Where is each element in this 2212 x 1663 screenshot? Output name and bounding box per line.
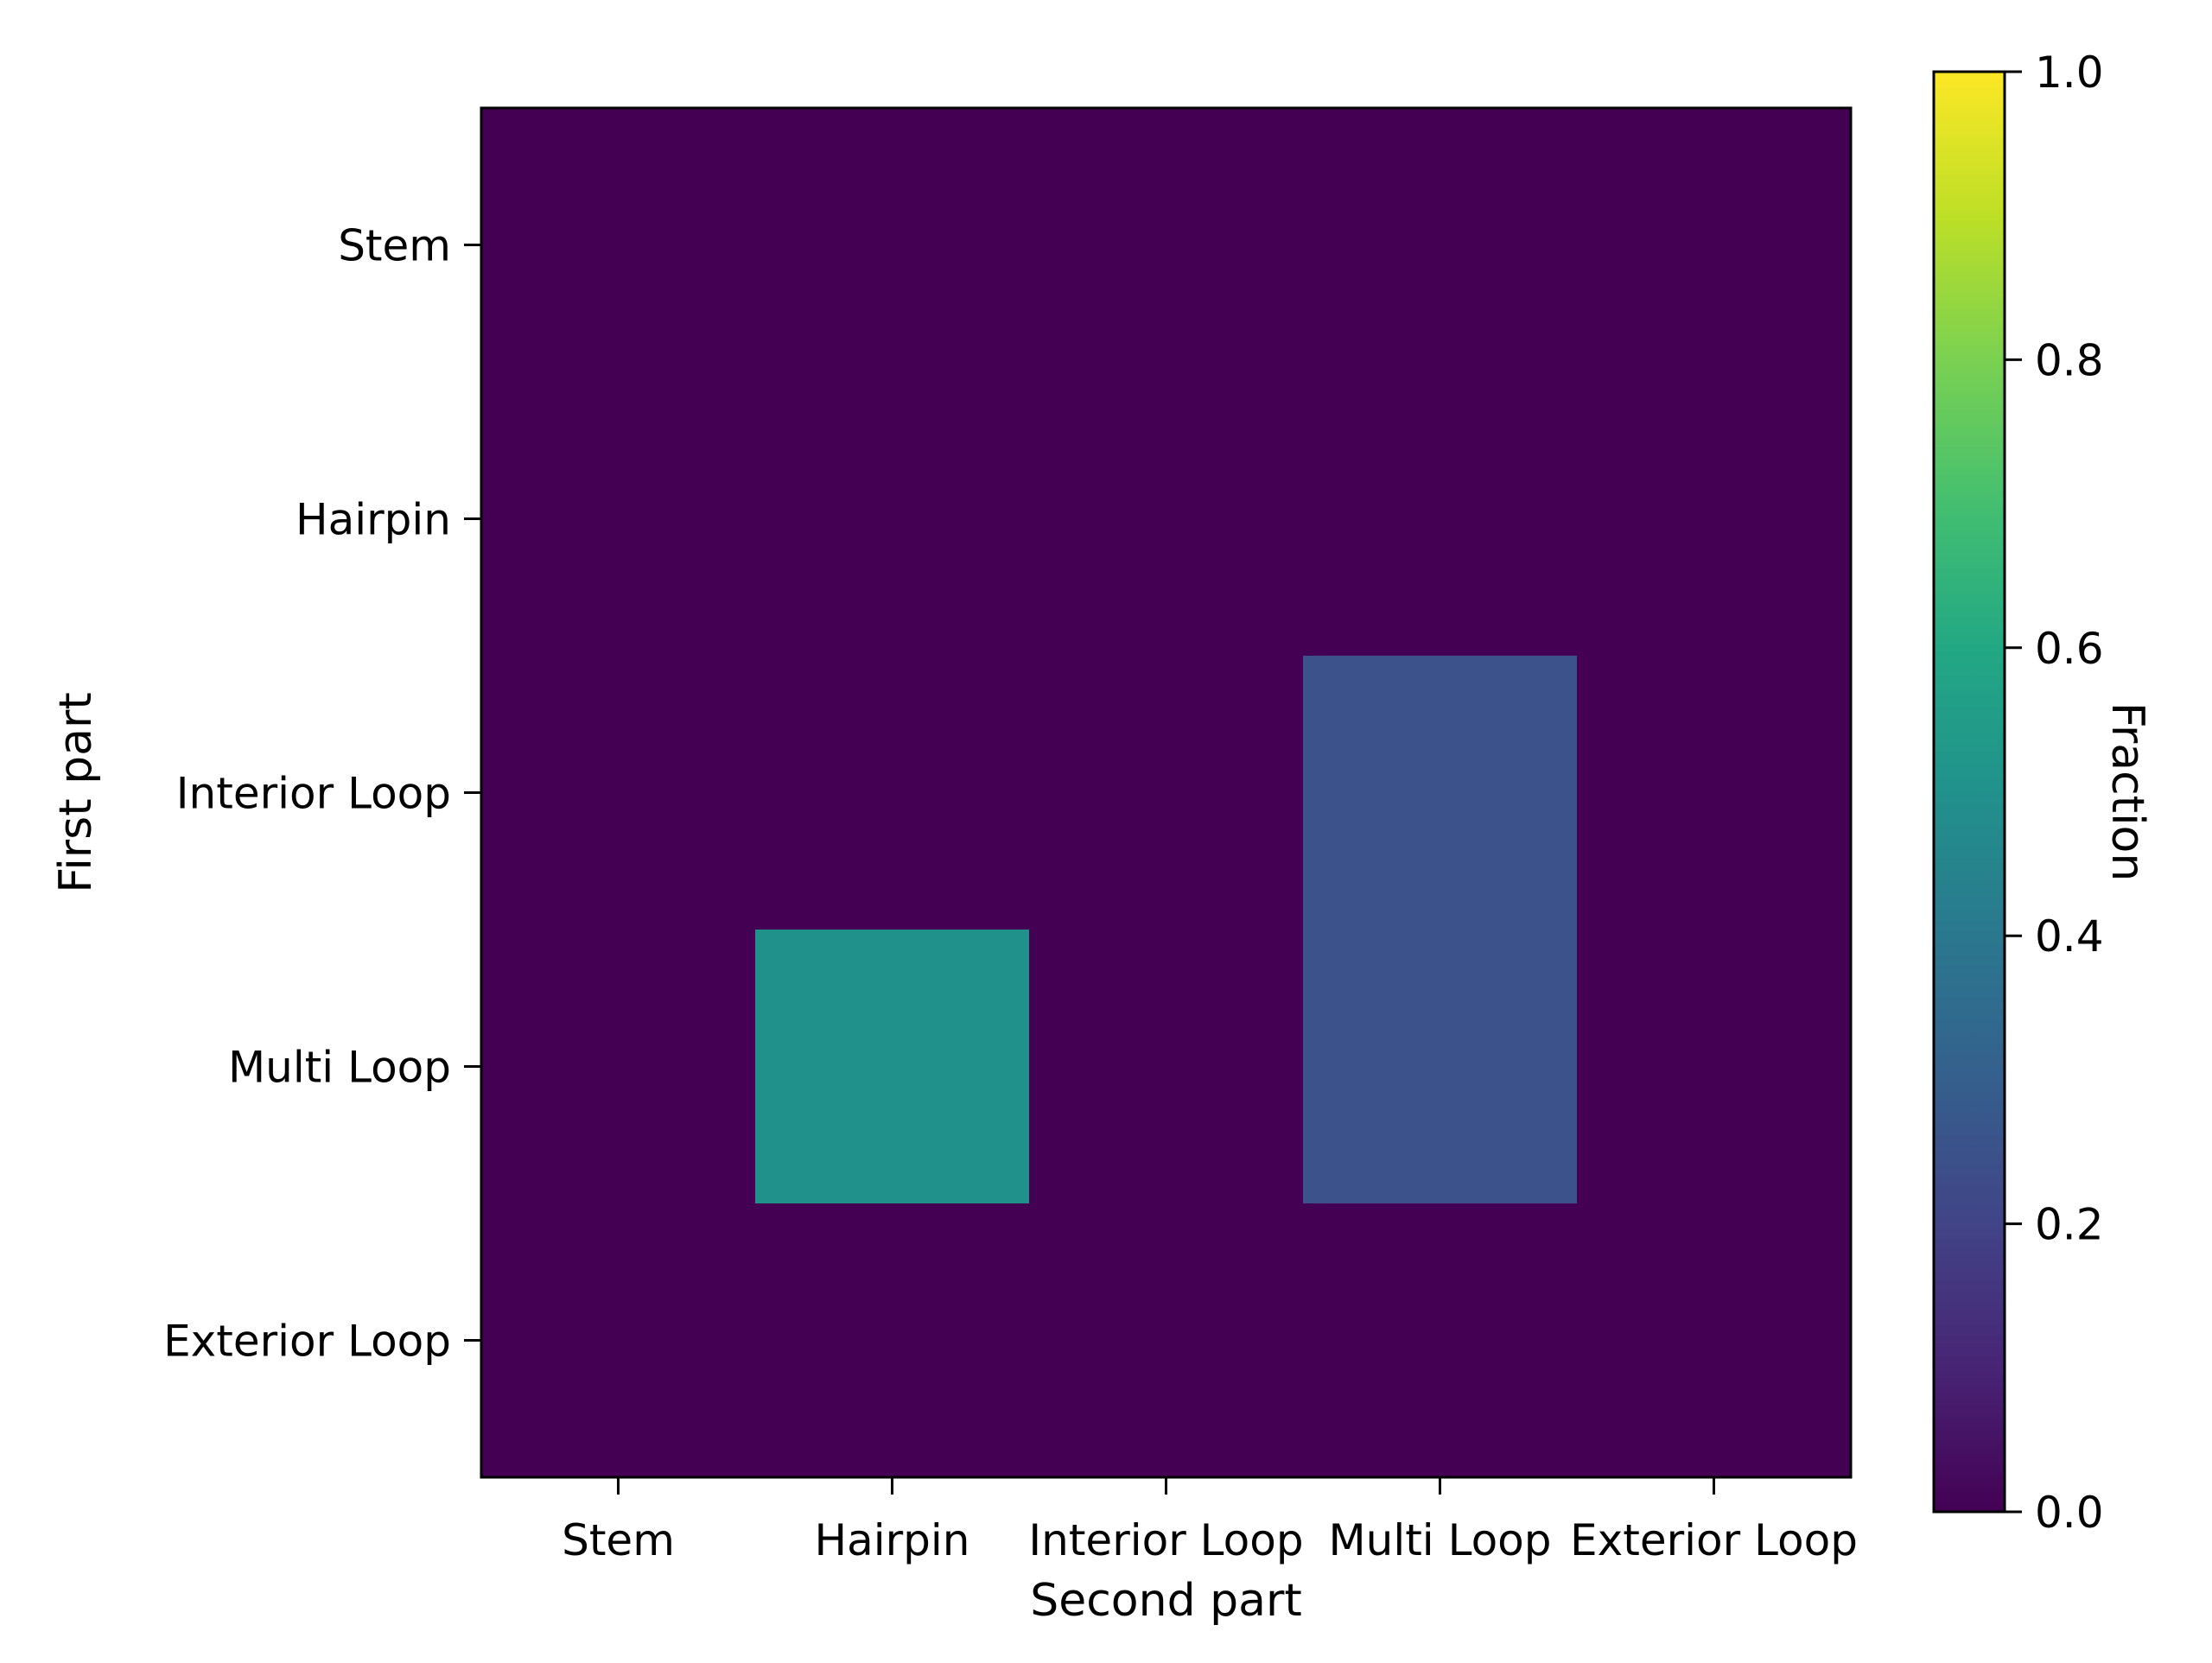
x-tick-label: Interior Loop xyxy=(1028,1515,1303,1565)
colorbar xyxy=(1932,70,2006,1514)
heatmap-cell xyxy=(1303,656,1578,930)
heatmap-cell xyxy=(481,382,756,657)
colorbar-tick-label: 1.0 xyxy=(2035,48,2104,98)
heatmap-cell xyxy=(1303,930,1578,1204)
y-tick-label: Stem xyxy=(338,221,451,271)
x-axis-label: Second part xyxy=(1030,1575,1302,1627)
colorbar-tick-label: 0.6 xyxy=(2035,624,2104,674)
heatmap-cell xyxy=(1577,108,1852,383)
heatmap-cell xyxy=(1029,930,1304,1204)
heatmap-cell xyxy=(755,930,1030,1204)
y-axis-label: First part xyxy=(50,692,102,893)
heatmap-cell xyxy=(481,1203,756,1478)
heatmap-cell xyxy=(481,656,756,930)
heatmap-cell xyxy=(1577,930,1852,1204)
heatmap-cell xyxy=(1303,382,1578,657)
heatmap-cells xyxy=(481,108,1852,1478)
y-tick-label: Multi Loop xyxy=(228,1043,451,1093)
heatmap-cell xyxy=(1303,1203,1578,1478)
heatmap-cell xyxy=(481,930,756,1204)
heatmap-cell xyxy=(1029,656,1304,930)
heatmap-cell xyxy=(755,1203,1030,1478)
colorbar-tick-label: 0.2 xyxy=(2035,1200,2104,1250)
heatmap-cell xyxy=(1029,382,1304,657)
heatmap-cell xyxy=(1303,108,1578,383)
y-axis-ticks: Stem Hairpin Interior Loop Multi Loop Exteri… xyxy=(163,221,481,1367)
x-axis-ticks: Stem Hairpin Interior Loop Multi Loop Exteri… xyxy=(562,1477,1858,1565)
heatmap-cell xyxy=(1577,382,1852,657)
x-tick-label: Exterior Loop xyxy=(1570,1515,1858,1565)
y-tick-label: Hairpin xyxy=(296,495,451,545)
colorbar-tick-label: 0.0 xyxy=(2035,1488,2104,1538)
heatmap-cell xyxy=(1577,656,1852,930)
colorbar-ticks: 0.0 0.2 0.4 0.6 0.8 1.0 xyxy=(2005,48,2104,1538)
y-tick-label: Exterior Loop xyxy=(163,1317,451,1367)
x-tick-label: Multi Loop xyxy=(1328,1515,1551,1565)
heatmap-cell xyxy=(1577,1203,1852,1478)
heatmap-cell xyxy=(1029,108,1304,383)
x-tick-label: Hairpin xyxy=(814,1515,969,1565)
heatmap-cell xyxy=(755,656,1030,930)
colorbar-tick-label: 0.4 xyxy=(2035,911,2104,962)
x-tick-label: Stem xyxy=(562,1515,675,1565)
y-tick-label: Interior Loop xyxy=(176,769,451,819)
colorbar-label: Fraction xyxy=(2101,702,2153,882)
colorbar-tick-label: 0.8 xyxy=(2035,335,2104,385)
heatmap-cell xyxy=(481,108,756,383)
heatmap-cell xyxy=(1029,1203,1304,1478)
heatmap-cell xyxy=(755,108,1030,383)
heatmap-cell xyxy=(755,382,1030,657)
